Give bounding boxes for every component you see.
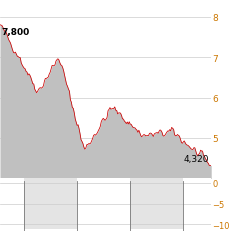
- Text: 4,320: 4,320: [184, 154, 209, 163]
- Text: Jul: Jul: [124, 179, 135, 188]
- Text: Okt: Okt: [175, 179, 191, 188]
- Bar: [130, 179, 183, 229]
- Text: Apr: Apr: [69, 179, 85, 188]
- Bar: [24, 179, 77, 229]
- Text: Jan: Jan: [17, 179, 31, 188]
- Text: 7,800: 7,800: [1, 28, 29, 36]
